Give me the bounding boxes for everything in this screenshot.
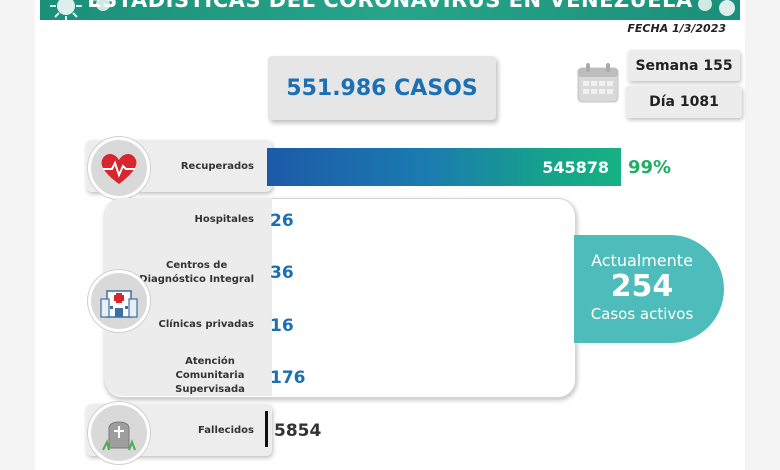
active-cases-badge: Actualmente 254 Casos activos bbox=[574, 235, 724, 343]
recovered-label: Recuperados bbox=[180, 160, 254, 172]
deaths-divider bbox=[265, 411, 268, 447]
deaths-value: 5854 bbox=[274, 421, 322, 441]
virus-icon bbox=[96, 0, 110, 11]
recovered-bar: 545878 bbox=[267, 148, 621, 186]
virus-icon bbox=[719, 0, 735, 16]
report-date: FECHA 1/3/2023 bbox=[627, 22, 726, 35]
location-value-cdi: 36 bbox=[270, 263, 294, 283]
tombstone-icon-circle bbox=[88, 402, 150, 464]
calendar-icon bbox=[577, 63, 619, 103]
tombstone-icon bbox=[102, 421, 136, 451]
total-cases: 551.986 CASOS bbox=[286, 75, 478, 101]
heart-icon bbox=[101, 154, 137, 184]
location-value-acs: 176 bbox=[270, 368, 306, 388]
location-label-clinicas: Clínicas privadas bbox=[158, 319, 255, 330]
hospital-icon bbox=[100, 290, 138, 318]
week-counter: Semana 155 bbox=[628, 50, 740, 81]
active-badge-line2: Casos activos bbox=[590, 305, 694, 323]
day-counter: Día 1081 bbox=[626, 86, 742, 118]
heart-icon-circle bbox=[88, 137, 150, 199]
hospital-icon-circle bbox=[88, 270, 150, 332]
page-title: ESTADÍSTICAS DEL CORONAVIRUS EN VENEZUEL… bbox=[87, 0, 693, 12]
active-badge-line1: Actualmente bbox=[591, 251, 693, 270]
location-value-clinicas: 16 bbox=[270, 316, 294, 336]
recovered-percent: 99% bbox=[628, 157, 672, 178]
location-label-hospitales: Hospitales bbox=[194, 214, 254, 225]
total-cases-box: 551.986 CASOS bbox=[268, 56, 496, 120]
virus-icon bbox=[698, 0, 712, 11]
deaths-label: Fallecidos bbox=[198, 424, 254, 436]
location-value-hospitales: 26 bbox=[270, 211, 294, 231]
active-badge-value: 254 bbox=[610, 269, 674, 304]
location-label-cdi: Centros de Diagnóstico Integral bbox=[139, 260, 254, 285]
virus-icon bbox=[50, 0, 82, 20]
header-banner: ESTADÍSTICAS DEL CORONAVIRUS EN VENEZUEL… bbox=[40, 0, 740, 20]
location-label-acs: Atención Comunitaria Supervisada bbox=[175, 356, 245, 395]
recovered-value: 545878 bbox=[542, 157, 609, 177]
